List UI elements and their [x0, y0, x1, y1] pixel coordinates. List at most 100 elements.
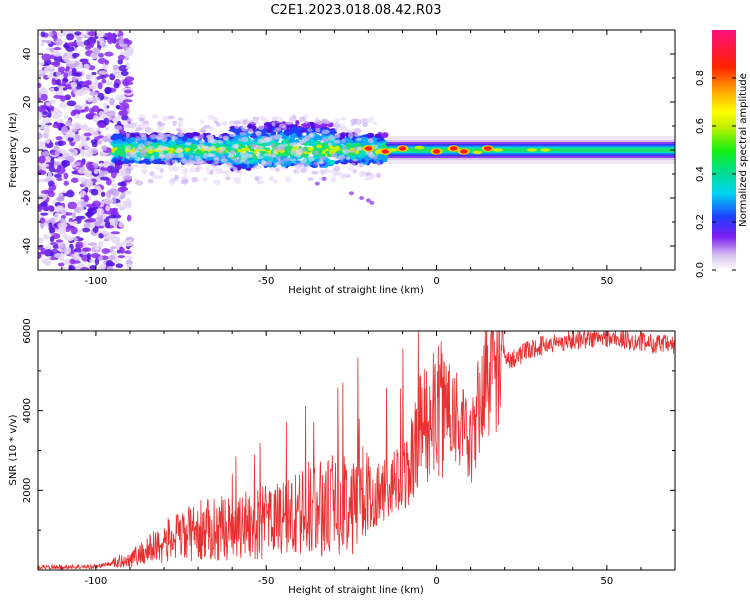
heatmap-signal-blob: [289, 134, 296, 141]
heatmap-noise-blob: [120, 191, 126, 199]
heatmap-noise-blob: [92, 47, 101, 56]
heatmap-noise-blob: [38, 155, 46, 164]
heatmap-signal-blob: [159, 160, 165, 165]
heatmap-speckle: [348, 191, 354, 196]
heatmap-halo-blob: [348, 149, 357, 153]
heatmap-halo-blob: [315, 128, 321, 133]
heatmap-halo-blob: [126, 117, 135, 123]
heatmap-signal-blob: [306, 142, 315, 146]
heatmap-noise-blob: [103, 160, 111, 166]
heatmap-noise-blob: [97, 82, 103, 90]
heatmap-noise-blob: [56, 166, 66, 175]
y-tick-label: -20: [22, 190, 33, 206]
heatmap-halo-blob: [162, 133, 171, 137]
heatmap-peak: [398, 146, 407, 151]
heatmap-noise-blob: [104, 238, 110, 242]
heatmap-noise-blob: [80, 86, 90, 94]
heatmap-peak: [483, 146, 492, 151]
heatmap-halo-blob: [121, 170, 128, 176]
heatmap-signal-blob: [207, 156, 214, 160]
heatmap-noise-blob: [57, 118, 64, 123]
heatmap-halo-blob: [300, 147, 306, 154]
heatmap-halo-blob: [215, 122, 221, 127]
heatmap-halo-blob: [305, 135, 310, 141]
heatmap-signal-blob: [381, 132, 389, 138]
heatmap-noise-blob: [54, 150, 60, 156]
heatmap-signal-blob: [114, 143, 123, 148]
heatmap-halo-blob: [186, 159, 194, 163]
heatmap-halo-blob: [240, 125, 249, 132]
heatmap-halo-blob: [257, 124, 265, 131]
heatmap-noise-blob: [40, 93, 48, 101]
heatmap-noise-blob: [105, 178, 112, 186]
y-tick-label: 6000: [22, 318, 33, 343]
y-tick-label: 4000: [22, 398, 33, 423]
heatmap-halo-blob: [341, 138, 346, 144]
heatmap-halo-blob: [269, 167, 277, 171]
heatmap-halo-blob: [353, 128, 362, 134]
heatmap-halo-blob: [281, 166, 287, 171]
heatmap-halo-blob: [263, 153, 270, 157]
heatmap-halo-blob: [156, 134, 164, 140]
heatmap-noise-blob: [121, 114, 129, 121]
heatmap-halo-blob: [124, 145, 132, 151]
heatmap-halo-blob: [375, 172, 382, 178]
heatmap-signal-blob: [249, 135, 259, 139]
colorbar-gradient: [712, 30, 736, 270]
heatmap-halo-blob: [202, 177, 209, 182]
heatmap-noise-blob: [75, 243, 80, 249]
heatmap-noise-blob: [104, 51, 114, 57]
heatmap-noise-blob: [118, 38, 124, 46]
heatmap-noise-blob: [57, 140, 64, 147]
heatmap-halo-blob: [157, 125, 165, 131]
heatmap-halo-blob: [314, 117, 320, 122]
heatmap-halo-blob: [359, 170, 367, 176]
snr-y-ticks: 2000 4000 6000: [22, 318, 675, 531]
heatmap-halo-blob: [303, 113, 308, 120]
heatmap-noise-blob: [42, 131, 50, 139]
heatmap-noise-blob: [91, 200, 101, 208]
heatmap-halo-blob: [199, 133, 205, 139]
heatmap-noise-blob: [98, 241, 104, 248]
heatmap-signal-blob: [281, 135, 288, 140]
heatmap-halo-blob: [313, 150, 319, 156]
heatmap-noise-blob: [113, 82, 120, 89]
heatmap-halo-blob: [242, 119, 248, 125]
heatmap-halo-blob: [150, 155, 155, 162]
heatmap-noise-blob: [55, 70, 62, 77]
heatmap-noise-blob: [110, 246, 116, 250]
heatmap-noise-blob: [55, 91, 64, 96]
heatmap-noise-blob: [46, 65, 55, 70]
heatmap-x-ticks: -100 -50 0 50: [61, 30, 676, 287]
heatmap-halo-blob: [295, 147, 302, 153]
heatmap-noise-blob: [45, 138, 50, 144]
heatmap-noise-blob: [110, 231, 121, 235]
heatmap-noise-blob: [49, 47, 54, 53]
heatmap-noise-blob: [114, 125, 123, 130]
heatmap-noise-blob: [101, 248, 111, 254]
heatmap-noise-blob: [72, 52, 80, 58]
heatmap-noise-blob: [109, 188, 118, 193]
heatmap-noise-blob: [78, 228, 84, 234]
heatmap-halo-blob: [250, 138, 255, 142]
heatmap-halo-blob: [177, 117, 184, 121]
heatmap-halo-blob: [232, 166, 238, 172]
heatmap-noise-blob: [85, 179, 94, 188]
heatmap-noise-blob: [67, 131, 76, 138]
heatmap-signal-blob: [184, 147, 190, 152]
heatmap-halo-blob: [196, 143, 205, 150]
heatmap-signal-blob: [315, 123, 323, 130]
heatmap-noise-blob: [122, 175, 133, 181]
heatmap-halo-blob: [172, 154, 179, 159]
heatmap-noise-blob: [81, 123, 89, 132]
heatmap-noise-blob: [106, 265, 114, 270]
heatmap-halo-blob: [368, 118, 374, 124]
heatmap-halo-blob: [261, 160, 268, 165]
heatmap-noise-blob: [113, 119, 118, 124]
heatmap-noise-blob: [38, 70, 45, 75]
heatmap-noise-blob: [96, 30, 105, 38]
heatmap-halo-blob: [225, 176, 231, 181]
heatmap-noise-blob: [64, 94, 71, 101]
heatmap-noise-blob: [96, 76, 101, 80]
heatmap-noise-blob: [122, 38, 130, 45]
